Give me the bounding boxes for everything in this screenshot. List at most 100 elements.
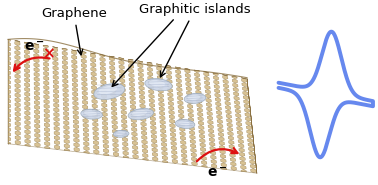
Polygon shape [166, 70, 172, 75]
Polygon shape [119, 60, 124, 65]
Polygon shape [53, 47, 58, 52]
Polygon shape [213, 73, 218, 76]
Polygon shape [191, 144, 196, 148]
Polygon shape [178, 101, 183, 105]
Polygon shape [54, 117, 59, 122]
Polygon shape [103, 139, 108, 144]
Polygon shape [167, 84, 172, 88]
Polygon shape [73, 87, 78, 92]
Polygon shape [250, 109, 251, 113]
Polygon shape [249, 102, 250, 107]
Polygon shape [34, 53, 39, 58]
Polygon shape [215, 93, 220, 97]
Polygon shape [15, 55, 20, 60]
Polygon shape [73, 101, 78, 106]
Polygon shape [53, 61, 58, 66]
Polygon shape [242, 87, 248, 91]
Polygon shape [8, 61, 11, 65]
Polygon shape [152, 139, 157, 143]
Polygon shape [34, 91, 40, 95]
Polygon shape [194, 70, 200, 73]
Polygon shape [141, 122, 146, 126]
Polygon shape [122, 137, 128, 142]
Polygon shape [63, 88, 68, 93]
Polygon shape [245, 108, 250, 112]
Text: $\mathbf{\times}$: $\mathbf{\times}$ [42, 47, 55, 62]
Polygon shape [220, 154, 226, 158]
Polygon shape [129, 73, 134, 78]
Polygon shape [132, 127, 137, 132]
Polygon shape [140, 113, 146, 117]
Polygon shape [239, 144, 244, 148]
Polygon shape [122, 142, 128, 146]
Polygon shape [147, 62, 152, 63]
Polygon shape [8, 39, 11, 42]
Polygon shape [149, 94, 154, 98]
Polygon shape [166, 65, 171, 66]
Polygon shape [254, 147, 255, 152]
Polygon shape [8, 132, 11, 137]
Polygon shape [210, 146, 215, 151]
Polygon shape [8, 141, 11, 144]
Polygon shape [197, 99, 202, 103]
Polygon shape [123, 155, 129, 158]
Polygon shape [54, 112, 59, 117]
Polygon shape [186, 78, 191, 82]
Polygon shape [209, 138, 215, 142]
Polygon shape [249, 156, 255, 160]
Polygon shape [169, 110, 174, 115]
Polygon shape [143, 158, 148, 160]
Polygon shape [93, 122, 98, 127]
Polygon shape [25, 125, 30, 130]
Polygon shape [119, 74, 125, 78]
Polygon shape [178, 105, 183, 109]
Polygon shape [175, 67, 181, 70]
Polygon shape [223, 84, 229, 88]
Polygon shape [109, 61, 115, 65]
Polygon shape [142, 149, 148, 153]
Polygon shape [34, 119, 40, 124]
Polygon shape [249, 100, 250, 104]
Polygon shape [44, 123, 50, 127]
Polygon shape [248, 92, 249, 96]
Polygon shape [160, 125, 166, 129]
Polygon shape [122, 128, 127, 133]
Polygon shape [249, 100, 250, 104]
Polygon shape [25, 97, 30, 101]
Polygon shape [156, 64, 162, 66]
Polygon shape [163, 160, 168, 163]
Polygon shape [64, 139, 70, 144]
Polygon shape [171, 141, 177, 146]
Polygon shape [101, 94, 107, 98]
Polygon shape [170, 137, 176, 141]
Polygon shape [159, 102, 164, 107]
Polygon shape [252, 126, 253, 130]
Polygon shape [253, 139, 254, 143]
Polygon shape [235, 113, 241, 118]
Polygon shape [15, 84, 20, 88]
Polygon shape [110, 70, 115, 75]
Polygon shape [92, 99, 97, 104]
Polygon shape [150, 121, 156, 125]
Polygon shape [172, 159, 178, 163]
Polygon shape [120, 88, 125, 92]
Polygon shape [241, 78, 246, 79]
Polygon shape [25, 73, 30, 78]
Polygon shape [121, 101, 126, 105]
Polygon shape [8, 113, 11, 117]
Polygon shape [206, 98, 211, 102]
Polygon shape [252, 128, 253, 132]
Polygon shape [24, 59, 29, 64]
Polygon shape [130, 100, 136, 105]
Polygon shape [248, 90, 249, 94]
Polygon shape [73, 92, 78, 96]
Polygon shape [236, 118, 242, 122]
Polygon shape [195, 86, 201, 90]
Polygon shape [15, 60, 20, 64]
Polygon shape [84, 137, 89, 141]
Polygon shape [175, 70, 181, 74]
Polygon shape [81, 63, 87, 68]
Polygon shape [64, 144, 70, 148]
Polygon shape [101, 89, 107, 94]
Polygon shape [209, 133, 214, 137]
